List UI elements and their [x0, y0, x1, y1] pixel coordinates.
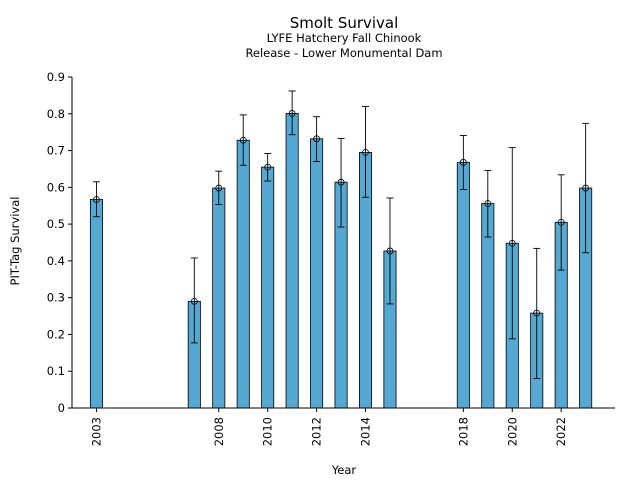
- x-tick-label-2012: 2012: [310, 417, 324, 446]
- chart-subtitle-line-1: LYFE Hatchery Fall Chinook: [267, 31, 422, 45]
- y-tick-label-3: 0.3: [47, 291, 65, 305]
- bar-2008: [212, 187, 226, 409]
- estimate-marker-2018: [459, 158, 467, 166]
- x-axis: 2003 2008 2010 2012 2014 2018 2020 2022: [72, 407, 615, 446]
- estimate-marker-2023: [582, 184, 590, 192]
- estimate-marker-2011: [288, 110, 296, 117]
- bar-2009: [236, 139, 250, 409]
- estimate-marker-2019: [484, 200, 492, 207]
- estimate-marker-2008: [215, 184, 223, 192]
- bar-2012: [310, 138, 324, 409]
- x-tick-label-2018: 2018: [456, 417, 470, 446]
- y-tick-label-6: 0.6: [47, 180, 65, 194]
- estimate-marker-2012: [313, 135, 320, 143]
- estimate-marker-2013: [337, 178, 345, 186]
- y-tick-label-8: 0.8: [47, 107, 65, 121]
- x-tick-label-2014: 2014: [359, 417, 373, 446]
- estimate-marker-2014: [362, 148, 369, 156]
- y-tick-label-4: 0.4: [47, 254, 65, 268]
- y-tick-label-5: 0.5: [47, 217, 65, 231]
- estimate-marker-2021: [533, 309, 541, 317]
- estimate-marker-2015: [386, 247, 394, 255]
- bar-2003: [89, 199, 103, 409]
- y-axis: 0 0.1 0.2 0.3 0.4 0.5 0.6 0.7 0.8 0.9: [47, 70, 73, 415]
- y-tick-label-1: 0.1: [47, 364, 65, 378]
- bar-2011: [285, 113, 299, 409]
- error-bars: [92, 90, 590, 380]
- bar-2018: [456, 161, 470, 409]
- chart-title: Smolt Survival: [290, 14, 399, 32]
- y-axis-label: PIT-Tag Survival: [8, 197, 22, 286]
- y-tick-label-7: 0.7: [47, 144, 65, 158]
- estimate-marker-2022: [557, 218, 565, 226]
- x-tick-label-2010: 2010: [261, 417, 275, 446]
- y-tick-label-2: 0.2: [47, 327, 65, 341]
- estimate-marker-2020: [508, 239, 516, 247]
- x-tick-label-2003: 2003: [89, 417, 103, 446]
- bar-2010: [261, 166, 275, 409]
- estimate-marker-2009: [239, 136, 247, 144]
- estimate-marker-2007: [190, 297, 198, 305]
- x-tick-label-2020: 2020: [505, 417, 519, 446]
- bar-series: [89, 113, 593, 409]
- y-tick-label-0: 0: [58, 401, 65, 415]
- x-axis-label: Year: [331, 463, 357, 477]
- estimate-marker-2010: [264, 163, 272, 171]
- y-tick-label-9: 0.9: [47, 70, 65, 84]
- chart-subtitle-line-2: Release - Lower Monumental Dam: [245, 46, 442, 60]
- x-tick-label-2008: 2008: [212, 417, 226, 446]
- x-tick-label-2022: 2022: [554, 417, 568, 446]
- estimate-marker-2003: [93, 196, 100, 203]
